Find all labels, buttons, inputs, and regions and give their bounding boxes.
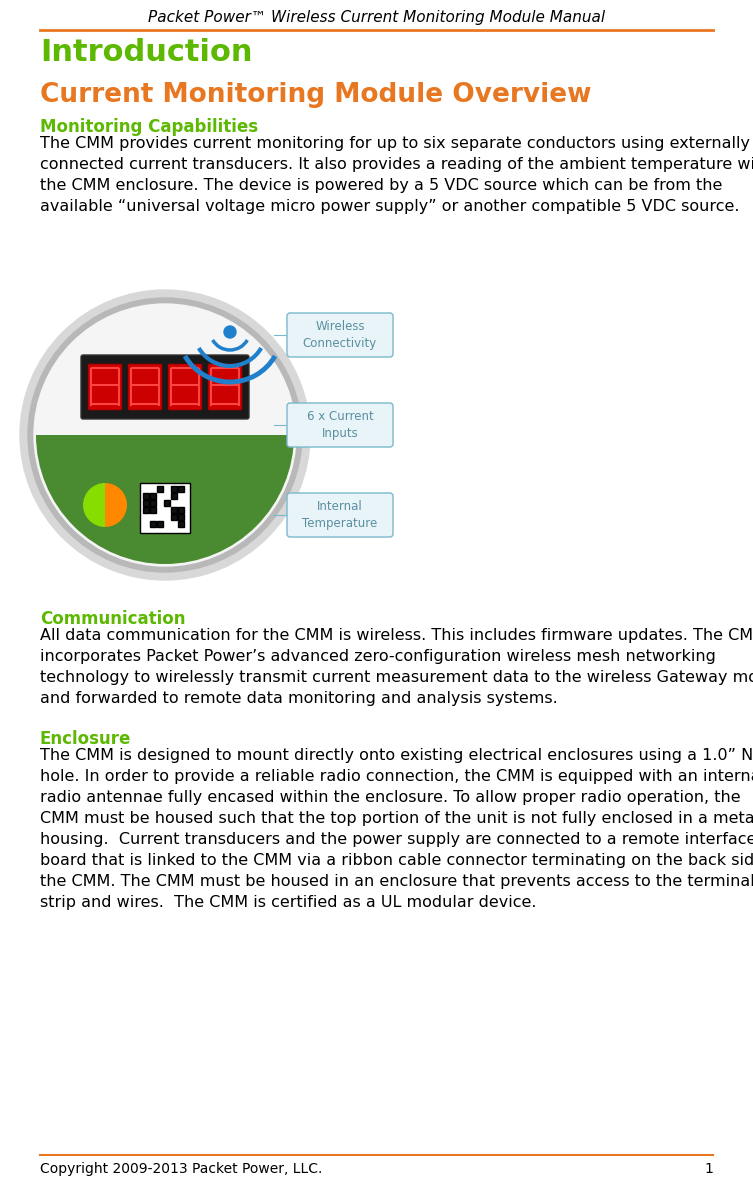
Text: The CMM provides current monitoring for up to six separate conductors using exte: The CMM provides current monitoring for … <box>40 136 753 214</box>
FancyBboxPatch shape <box>128 364 162 410</box>
FancyBboxPatch shape <box>157 486 163 492</box>
FancyBboxPatch shape <box>178 514 184 520</box>
Text: Copyright 2009-2013 Packet Power, LLC.: Copyright 2009-2013 Packet Power, LLC. <box>40 1162 322 1176</box>
FancyBboxPatch shape <box>150 521 156 527</box>
FancyBboxPatch shape <box>178 507 184 513</box>
FancyBboxPatch shape <box>150 500 156 506</box>
FancyBboxPatch shape <box>150 493 156 499</box>
FancyBboxPatch shape <box>143 507 149 513</box>
FancyBboxPatch shape <box>178 486 184 492</box>
FancyBboxPatch shape <box>171 514 177 520</box>
Text: Enclosure: Enclosure <box>40 730 131 748</box>
Wedge shape <box>105 483 127 527</box>
Text: Power: Power <box>185 501 234 515</box>
Text: Monitoring Capabilities: Monitoring Capabilities <box>40 118 258 136</box>
Text: Internal
Temperature: Internal Temperature <box>303 501 377 530</box>
FancyBboxPatch shape <box>88 364 122 410</box>
FancyBboxPatch shape <box>164 500 170 506</box>
Text: Packet: Packet <box>185 487 237 501</box>
FancyBboxPatch shape <box>171 493 177 499</box>
FancyBboxPatch shape <box>157 521 163 527</box>
FancyBboxPatch shape <box>81 356 249 419</box>
FancyBboxPatch shape <box>171 486 177 492</box>
FancyBboxPatch shape <box>143 500 149 506</box>
Text: 1: 1 <box>704 1162 713 1176</box>
Circle shape <box>34 304 296 565</box>
FancyBboxPatch shape <box>287 403 393 447</box>
Text: Current Monitoring Module Overview: Current Monitoring Module Overview <box>40 82 592 109</box>
Circle shape <box>224 326 236 338</box>
FancyBboxPatch shape <box>150 507 156 513</box>
Text: The CMM is designed to mount directly onto existing electrical enclosures using : The CMM is designed to mount directly on… <box>40 748 753 910</box>
Wedge shape <box>36 305 294 435</box>
FancyBboxPatch shape <box>140 483 190 533</box>
Circle shape <box>28 298 302 571</box>
Text: Packet Power™ Wireless Current Monitoring Module Manual: Packet Power™ Wireless Current Monitorin… <box>148 10 605 25</box>
FancyBboxPatch shape <box>287 313 393 357</box>
Text: Communication: Communication <box>40 610 185 628</box>
Wedge shape <box>83 483 105 527</box>
Text: 6 x Current
Inputs: 6 x Current Inputs <box>306 410 373 439</box>
FancyBboxPatch shape <box>208 364 242 410</box>
FancyBboxPatch shape <box>168 364 202 410</box>
FancyBboxPatch shape <box>178 521 184 527</box>
FancyBboxPatch shape <box>171 507 177 513</box>
Text: Introduction: Introduction <box>40 38 252 67</box>
Circle shape <box>20 290 310 580</box>
Wedge shape <box>36 435 294 564</box>
FancyBboxPatch shape <box>287 493 393 537</box>
Text: 1239-ACDS-9823-AB6E: 1239-ACDS-9823-AB6E <box>40 445 182 455</box>
FancyBboxPatch shape <box>143 493 149 499</box>
Text: Wireless
Connectivity: Wireless Connectivity <box>303 321 377 350</box>
Text: All data communication for the CMM is wireless. This includes firmware updates. : All data communication for the CMM is wi… <box>40 628 753 706</box>
